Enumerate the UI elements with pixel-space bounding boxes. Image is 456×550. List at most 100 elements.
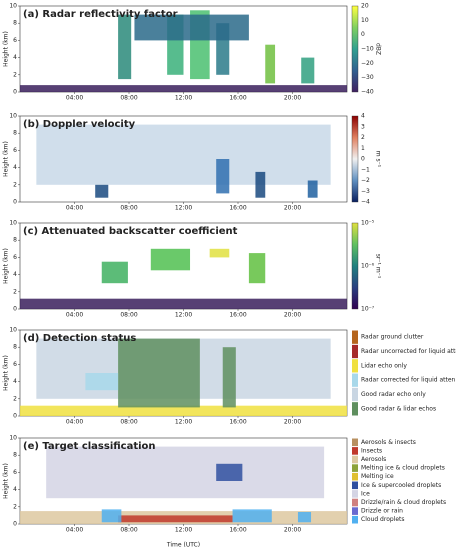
echo-region xyxy=(101,509,122,523)
legend-label: Good radar & lidar echos xyxy=(361,405,436,412)
x-tick-label: 08:00 xyxy=(120,95,137,102)
echo-region xyxy=(20,85,347,92)
echo-region xyxy=(101,261,128,284)
y-tick-label: 8 xyxy=(13,344,17,351)
colorbar-label: m s⁻¹ xyxy=(375,151,382,168)
colorbar xyxy=(351,222,359,310)
echo-region xyxy=(46,446,325,499)
x-tick-label: 20:00 xyxy=(284,312,301,319)
colorbar xyxy=(351,115,359,203)
panel-title: (e) Target classification xyxy=(23,441,156,452)
legend-label: Aerosols xyxy=(361,456,386,463)
echo-region xyxy=(118,338,200,408)
legend-label: Lidar echo only xyxy=(361,362,407,369)
x-tick-label: 20:00 xyxy=(284,419,301,426)
y-tick-label: 4 xyxy=(13,54,17,61)
x-tick-label: 20:00 xyxy=(284,205,301,212)
x-tick-label: 12:00 xyxy=(175,527,192,534)
y-tick-label: 10 xyxy=(9,435,17,442)
echo-region xyxy=(255,171,266,198)
x-tick-label: 12:00 xyxy=(175,95,192,102)
x-tick-label: 04:00 xyxy=(66,419,83,426)
x-tick-label: 04:00 xyxy=(66,527,83,534)
y-tick-label: 8 xyxy=(13,20,17,27)
y-tick-label: 2 xyxy=(13,288,17,295)
echo-region xyxy=(36,124,331,185)
colorbar-label: sr⁻¹ m⁻¹ xyxy=(375,254,382,279)
x-tick-label: 16:00 xyxy=(229,312,246,319)
legend-label: Cloud droplets xyxy=(361,516,405,523)
legend-swatch xyxy=(352,373,358,387)
colorbar-tick-label: 3 xyxy=(361,123,365,130)
echo-region xyxy=(265,44,276,84)
y-tick-label: 4 xyxy=(13,271,17,278)
legend-swatch xyxy=(352,472,358,481)
echo-region xyxy=(232,509,272,523)
legend-swatch xyxy=(352,402,358,416)
legend-label: Drizzle or rain xyxy=(361,508,403,515)
y-tick-label: 0 xyxy=(13,89,17,96)
y-tick-label: 2 xyxy=(13,181,17,188)
legend-swatch xyxy=(352,447,358,455)
y-tick-label: 4 xyxy=(13,378,17,385)
x-tick-label: 08:00 xyxy=(120,312,137,319)
echo-region xyxy=(248,253,266,284)
legend-label: Drizzle/rain & cloud droplets xyxy=(361,499,446,506)
x-tick-label: 04:00 xyxy=(66,312,83,319)
y-tick-label: 2 xyxy=(13,71,17,78)
y-tick-label: 8 xyxy=(13,237,17,244)
x-tick-label: 04:00 xyxy=(66,205,83,212)
y-tick-label: 6 xyxy=(13,254,17,261)
echo-region xyxy=(20,405,347,416)
y-axis-label: Height (km) xyxy=(3,463,10,499)
legend-label: Melting ice & cloud droplets xyxy=(361,465,445,472)
colorbar-tick-label: −4 xyxy=(361,199,370,206)
colorbar-tick-label: −10 xyxy=(361,46,374,53)
legend-swatch xyxy=(352,490,358,498)
colorbar-tick-label: −30 xyxy=(361,74,374,81)
echo-region xyxy=(301,57,315,84)
echo-region xyxy=(20,298,347,309)
echo-region xyxy=(95,184,109,198)
echo-region xyxy=(118,14,132,80)
panel-title: (a) Radar reflectivity factor xyxy=(23,9,178,20)
legend-swatch xyxy=(352,507,358,515)
legend-swatch xyxy=(352,455,358,464)
x-tick-label: 12:00 xyxy=(175,419,192,426)
echo-region xyxy=(85,373,119,391)
colorbar-tick-label: 10⁻⁷ xyxy=(361,306,375,313)
colorbar-tick-label: 2 xyxy=(361,134,365,141)
legend-swatch xyxy=(352,387,358,402)
y-axis-label: Height (km) xyxy=(3,248,10,284)
echo-region xyxy=(222,347,236,408)
x-axis-label: Time (UTC) xyxy=(166,542,200,549)
colorbar-tick-label: 1 xyxy=(361,145,365,152)
colorbar-tick-label: 10 xyxy=(361,17,369,24)
colorbar-label: dBZ xyxy=(375,43,382,55)
legend-swatch xyxy=(352,464,358,472)
legend-label: Insects xyxy=(361,447,382,454)
y-tick-label: 8 xyxy=(13,452,17,459)
legend-label: Radar corrected for liquid atten. xyxy=(361,377,456,384)
echo-region xyxy=(150,248,191,271)
x-tick-label: 16:00 xyxy=(229,527,246,534)
colorbar-tick-label: 10⁻⁶ xyxy=(361,263,375,270)
colorbar-tick-label: −2 xyxy=(361,177,370,184)
y-tick-label: 0 xyxy=(13,413,17,420)
x-tick-label: 12:00 xyxy=(175,312,192,319)
echo-region xyxy=(134,14,249,41)
x-tick-label: 16:00 xyxy=(229,95,246,102)
echo-region xyxy=(307,180,318,198)
y-tick-label: 0 xyxy=(13,199,17,206)
colorbar-tick-label: 10⁻⁵ xyxy=(361,220,375,227)
y-tick-label: 2 xyxy=(13,503,17,510)
y-tick-label: 6 xyxy=(13,469,17,476)
echo-region xyxy=(297,511,312,523)
colorbar-tick-label: −20 xyxy=(361,60,374,67)
colorbar-tick-label: −3 xyxy=(361,188,370,195)
y-tick-label: 10 xyxy=(9,327,17,334)
y-tick-label: 10 xyxy=(9,3,17,10)
y-tick-label: 10 xyxy=(9,113,17,120)
echo-region xyxy=(216,463,243,481)
